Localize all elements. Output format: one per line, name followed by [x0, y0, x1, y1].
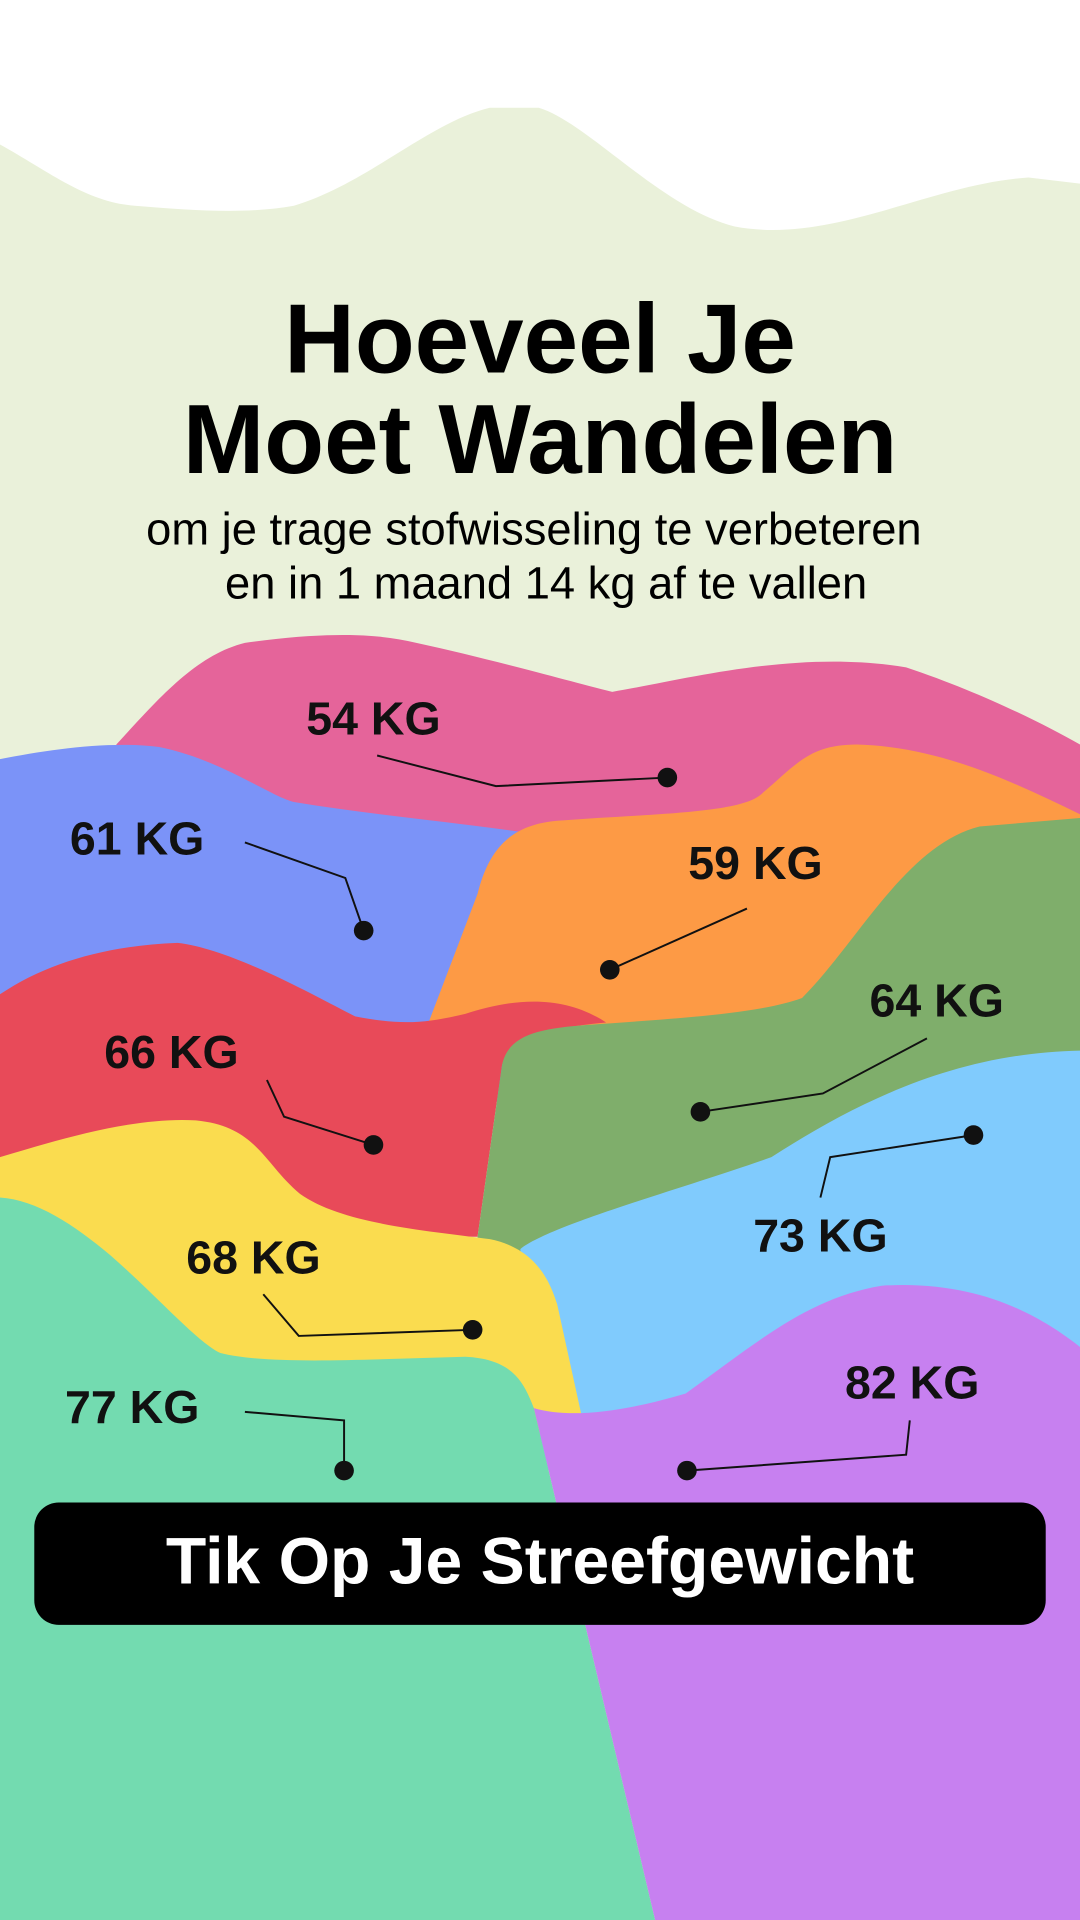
leader-dot — [363, 1135, 384, 1155]
leader-dot — [690, 1102, 711, 1122]
weight-option[interactable]: 54 KG — [306, 693, 440, 745]
weight-option[interactable]: 82 KG — [845, 1356, 979, 1408]
leader-dot — [334, 1460, 354, 1481]
leader-dot — [462, 1320, 483, 1340]
options: 54 KG 61 KG 59 KG 64 KG 66 KG 73 KG 68 KG 77 KG… — [65, 693, 1004, 1481]
title-line: Moet Wandelen — [183, 384, 898, 494]
leader-line — [266, 1079, 374, 1146]
leader-line — [819, 1134, 974, 1198]
weight-option[interactable]: 77 KG — [65, 1381, 199, 1433]
leader-dot — [677, 1460, 697, 1481]
weight-option[interactable]: 73 KG — [753, 1209, 887, 1261]
cta-button[interactable] — [34, 1502, 1046, 1625]
weight-option[interactable]: 64 KG — [870, 974, 1004, 1026]
subtitle-line: en in 1 maand 14 kg af te vallen — [225, 557, 867, 608]
leader-line — [244, 841, 365, 931]
weight-option[interactable]: 68 KG — [186, 1232, 320, 1284]
leader-line — [686, 1420, 911, 1472]
title-line: Hoeveel Je — [284, 283, 796, 393]
subtitle-line: om je trage stofwisseling te verbeteren — [146, 504, 921, 555]
leader-line — [376, 754, 668, 788]
cta-label[interactable]: Tik Op Je Streefgewicht — [166, 1525, 914, 1599]
weight-option[interactable]: 59 KG — [688, 837, 822, 889]
leader-dot — [600, 960, 620, 980]
leader-line — [609, 907, 748, 971]
weight-option[interactable]: 61 KG — [70, 813, 204, 865]
leader-line — [244, 1410, 346, 1471]
weight-option[interactable]: 66 KG — [104, 1026, 238, 1078]
leader-dot — [963, 1125, 984, 1145]
leader-line — [262, 1293, 473, 1337]
leader-dot — [657, 767, 678, 788]
leader-dot — [353, 920, 374, 941]
leader-line — [700, 1037, 928, 1113]
